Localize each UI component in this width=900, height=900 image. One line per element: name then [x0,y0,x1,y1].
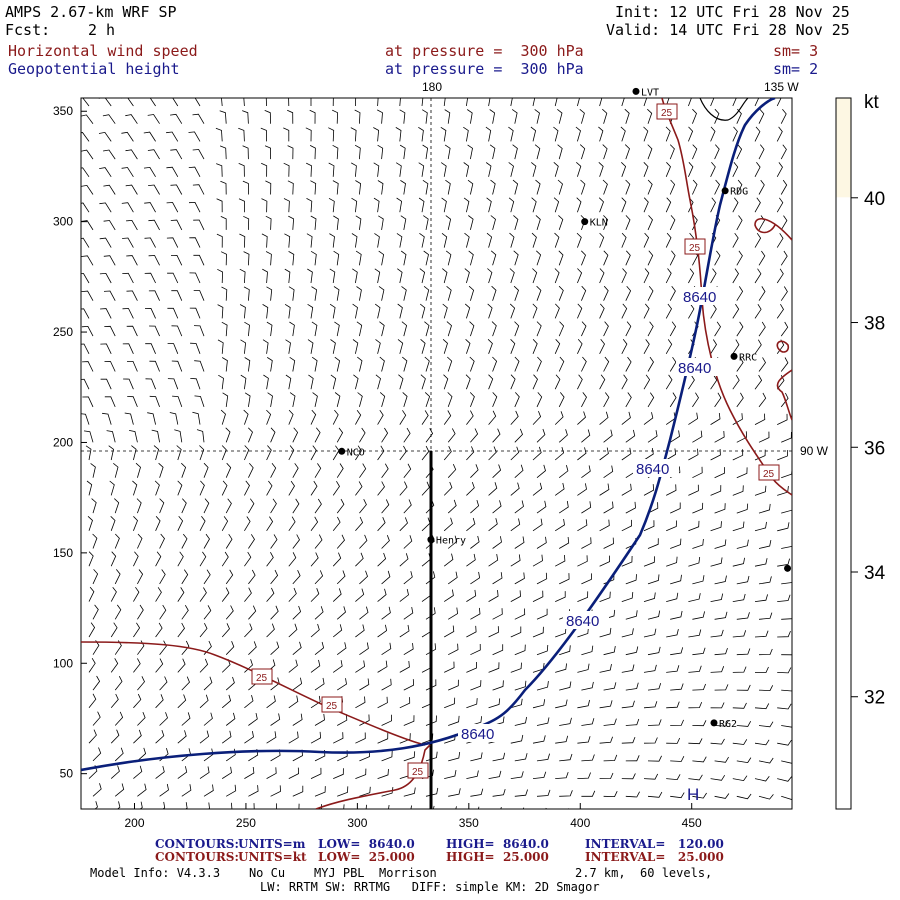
height-contour-label: 8640 [566,613,599,630]
y-tick-label: 100 [53,656,73,670]
station-label: RRC [739,352,757,363]
y-tick-label: 250 [53,325,73,339]
station-dot [784,564,792,572]
y-tick-label: 50 [60,767,74,781]
forecast-value: 2 h [88,21,116,39]
forecast-label: Fcst: [5,21,51,39]
footer-contour-label-kt: CONTOURS: [155,850,239,864]
meridian-label-180: 180 [422,80,442,94]
x-tick-label: 300 [347,816,367,830]
x-tick-label: 400 [570,816,590,830]
model-title: AMPS 2.67-km WRF SP [5,3,177,21]
plot-frame [80,97,793,810]
colorbar-unit: kt [864,92,880,113]
footer-low-m: LOW= 8640.0 [318,837,415,851]
station-dot [710,719,718,727]
station-dot [581,218,589,226]
speed-contour-label: 25 [412,767,424,778]
station-label: NCO [347,447,365,458]
station-label: Henry [436,536,466,547]
colorbar-fill [836,98,851,198]
y-tick-label: 350 [53,104,73,118]
y-tick-label: 300 [53,215,73,229]
model-info: Model Info: V4.3.3 No Cu MYJ PBL Morriso… [90,866,437,880]
colorbar-frame [835,97,852,810]
station-label: RDG [730,187,748,198]
field1-level: at pressure = 300 hPa [385,42,584,60]
model-physics: LW: RRTM SW: RRTMG DIFF: simple KM: 2D S… [260,880,600,894]
footer-interval-m: INTERVAL= 120.00 [585,837,724,851]
speed-contour-label: 25 [326,701,338,712]
field2-smooth: sm= 2 [773,60,819,78]
init-time: Init: 12 UTC Fri 28 Nov 25 [615,3,850,21]
height-contour-8640 [81,98,776,772]
speed-contour-label: 25 [256,673,268,684]
footer-contour-label-m: CONTOURS: [155,837,239,851]
height-contour-label: 8640 [461,726,494,743]
height-contour-label: 8640 [678,360,711,377]
station-dot [721,187,729,195]
meridian-label-135w: 135 W [764,80,799,94]
model-resolution: 2.7 km, 60 levels, [575,866,713,880]
high-pressure-marker: H [687,785,699,804]
colorbar: kt 40 38 36 34 32 [835,92,886,810]
station-label: RG2 [719,719,737,730]
station-label: LVT [641,87,659,98]
station-label: KLN [590,218,608,229]
footer-interval-kt: INTERVAL= 25.000 [585,850,724,864]
speed-contour-small-loop [776,340,790,353]
meridian-label-90w: 90 W [800,444,829,458]
speed-contour-ne-loop [754,217,792,241]
field2-level: at pressure = 300 hPa [385,60,584,78]
footer-units-kt: UNITS=kt [238,850,307,864]
axis-ticks: 200 250 300 350 400 450 350 300 250 200 150 100 50 [53,104,702,830]
field2-name: Geopotential height [8,60,180,78]
speed-contour-labels: 25 25 25 25 25 25 [251,103,780,779]
coastline-north [699,98,749,121]
speed-contour-label: 25 [689,243,701,254]
footer-units-m: UNITS=m [238,837,306,851]
station-dot [632,87,640,95]
colorbar-label: 40 [864,189,885,210]
x-tick-label: 200 [124,816,144,830]
y-tick-label: 150 [53,546,73,560]
y-tick-label: 200 [53,435,73,449]
footer-low-kt: LOW= 25.000 [318,850,415,864]
colorbar-label: 38 [864,314,885,335]
colorbar-label: 36 [864,438,885,459]
colorbar-label: 34 [864,563,886,584]
wind-barb-field [81,98,792,809]
speed-contour-label: 25 [661,108,673,119]
height-contour-label: 8640 [683,289,716,306]
station-dot [427,536,435,544]
speed-contour-east-edge [776,369,792,421]
speed-contour-label: 25 [763,469,775,480]
footer-high-kt: HIGH= 25.000 [446,850,549,864]
height-contour-labels: 8640 8640 8640 8640 8640 [458,287,726,743]
station-markers: LVT RDG KLN RRC NCO Henry RG2 [338,87,792,730]
wind-barbs [81,98,792,809]
valid-time: Valid: 14 UTC Fri 28 Nov 25 [606,21,850,39]
height-contour-label: 8640 [636,461,669,478]
colorbar-label: 32 [864,688,885,709]
x-tick-label: 350 [459,816,479,830]
station-dot [730,352,738,360]
field1-smooth: sm= 3 [773,42,819,60]
field1-name: Horizontal wind speed [8,42,198,60]
station-dot [338,447,346,455]
footer-high-m: HIGH= 8640.0 [446,837,549,851]
x-tick-label: 450 [682,816,702,830]
x-tick-label: 250 [236,816,256,830]
